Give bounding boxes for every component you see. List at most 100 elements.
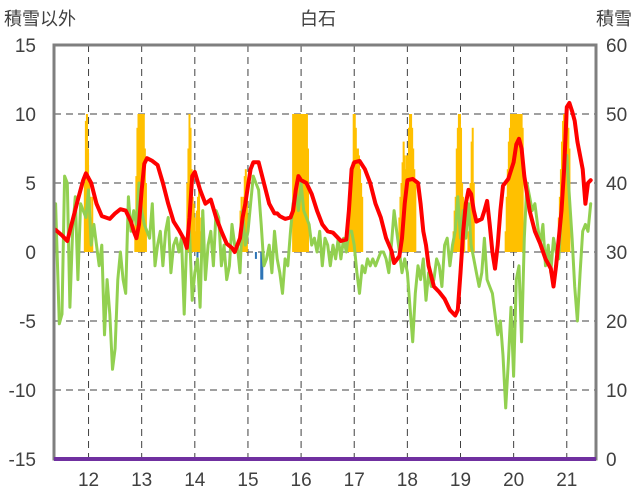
orange-bar <box>191 196 194 252</box>
orange-bar <box>195 210 198 252</box>
orange-bar <box>186 183 189 252</box>
blue-bar <box>260 252 263 280</box>
left-axis-title: 積雪以外 <box>4 9 76 30</box>
orange-bar <box>306 148 309 252</box>
x-tick-label: 14 <box>184 470 206 491</box>
orange-bar <box>197 196 200 252</box>
orange-bar <box>188 114 191 252</box>
orange-bar <box>517 114 520 252</box>
right-y-tick-label: 10 <box>606 381 627 402</box>
right-y-tick-label: 50 <box>606 105 627 126</box>
orange-bar <box>409 114 412 252</box>
orange-bar <box>565 114 568 252</box>
orange-bar <box>507 141 510 252</box>
left-y-tick-label: 0 <box>25 243 36 264</box>
orange-bar <box>414 183 417 252</box>
orange-bar <box>515 114 518 252</box>
orange-bar <box>521 127 524 252</box>
orange-bar <box>187 148 190 252</box>
orange-bar <box>400 183 403 252</box>
orange-bar <box>405 155 408 252</box>
orange-bar <box>292 114 295 252</box>
right-y-axis-ticks: 60 50 40 30 20 10 0 <box>606 36 627 471</box>
orange-bar <box>471 127 474 252</box>
orange-bar <box>411 127 414 252</box>
x-axis-ticks: 12 13 14 15 16 17 18 19 20 21 <box>78 470 577 491</box>
orange-bar <box>199 231 202 252</box>
right-y-tick-label: 60 <box>606 36 627 57</box>
orange-bar <box>406 155 409 252</box>
left-y-tick-label: -10 <box>9 381 36 402</box>
orange-bar <box>193 217 196 252</box>
orange-bar <box>354 127 357 252</box>
orange-bar <box>413 169 416 252</box>
x-tick-label: 12 <box>78 470 99 491</box>
orange-bar <box>85 114 88 252</box>
orange-bar <box>361 196 364 252</box>
x-tick-label: 17 <box>344 470 365 491</box>
orange-bar <box>516 114 519 252</box>
orange-bar <box>399 196 402 252</box>
orange-bar <box>518 114 521 252</box>
orange-bar <box>457 114 460 252</box>
orange-bar <box>504 231 507 252</box>
x-tick-label: 20 <box>503 470 524 491</box>
orange-bar <box>359 169 362 252</box>
x-tick-label: 21 <box>556 470 577 491</box>
orange-bar <box>509 114 512 252</box>
blue-bar <box>196 252 199 259</box>
green-series-line <box>54 153 593 410</box>
orange-bar <box>506 169 509 252</box>
right-y-tick-label: 40 <box>606 174 627 195</box>
left-y-tick-label: -5 <box>19 312 36 333</box>
orange-bar <box>143 148 146 252</box>
red-series-line <box>53 101 593 318</box>
orange-bar <box>84 120 87 253</box>
orange-bar <box>412 148 415 252</box>
left-y-tick-label: 15 <box>15 36 36 57</box>
x-tick-label: 15 <box>237 470 258 491</box>
right-y-tick-label: 30 <box>606 243 627 264</box>
orange-bar <box>352 114 355 252</box>
orange-bar <box>407 127 410 252</box>
orange-bar <box>198 183 201 252</box>
orange-bar <box>410 114 413 252</box>
orange-bar <box>512 114 515 252</box>
orange-bar <box>467 231 470 252</box>
orange-bar <box>144 183 147 252</box>
line-series <box>53 101 593 410</box>
orange-bar <box>456 127 459 252</box>
orange-bar <box>511 114 514 252</box>
orange-bar <box>458 114 461 252</box>
right-y-tick-label: 20 <box>606 312 627 333</box>
orange-bar <box>192 203 195 252</box>
orange-bar <box>350 183 353 252</box>
orange-bar <box>520 114 523 252</box>
orange-bar <box>298 114 301 252</box>
right-axis-title: 積雪 <box>596 9 632 30</box>
x-tick-label: 19 <box>450 470 471 491</box>
left-y-tick-label: -15 <box>9 450 36 471</box>
orange-bar <box>519 114 522 252</box>
orange-bar <box>349 196 352 252</box>
left-y-tick-label: 5 <box>25 174 36 195</box>
orange-bar <box>353 114 356 252</box>
blue-bar <box>254 252 257 259</box>
orange-bar <box>508 127 511 252</box>
x-tick-label: 18 <box>397 470 418 491</box>
right-y-tick-label: 0 <box>606 450 617 471</box>
left-y-tick-label: 10 <box>15 105 36 126</box>
orange-bar <box>355 148 358 252</box>
orange-bar <box>91 196 94 252</box>
orange-bar <box>460 127 463 252</box>
x-tick-label: 16 <box>291 470 312 491</box>
blue-bar <box>261 252 264 280</box>
orange-bar <box>293 114 296 252</box>
orange-bar <box>194 231 197 252</box>
orange-bar <box>351 162 354 252</box>
orange-bar <box>356 148 359 252</box>
orange-bar <box>513 114 516 252</box>
orange-bar <box>398 217 401 252</box>
left-y-axis-ticks: 15 10 5 0 -5 -10 -15 <box>9 36 36 471</box>
